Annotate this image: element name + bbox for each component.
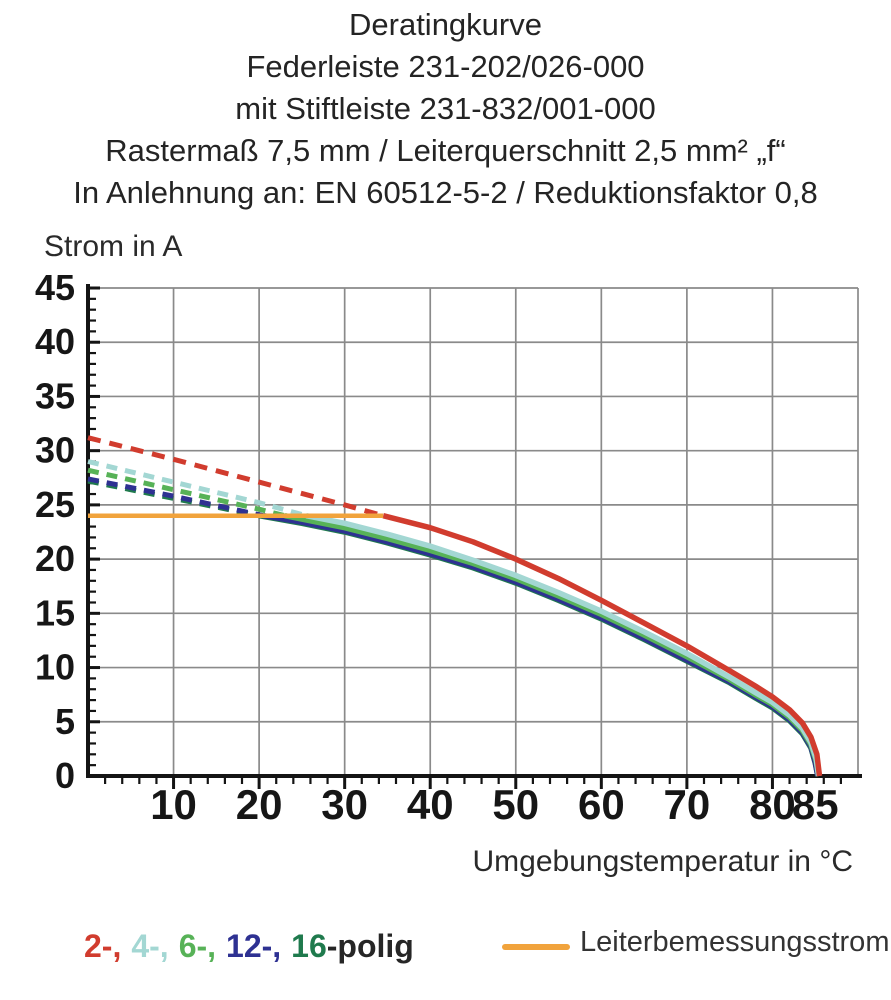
y-tick-label: 0 bbox=[55, 755, 75, 796]
curve-dashed-2-polig bbox=[87, 435, 384, 519]
y-tick-label: 20 bbox=[35, 538, 75, 579]
curve-solid-6-polig bbox=[284, 513, 822, 777]
x-tick-label: 60 bbox=[578, 781, 625, 828]
title-line-3: mit Stiftleiste 231-832/001-000 bbox=[235, 91, 656, 126]
x-axis-title: Umgebungstemperatur in °C bbox=[472, 845, 853, 878]
x-tick-label: 50 bbox=[492, 781, 539, 828]
gridlines bbox=[88, 287, 859, 776]
y-tick-label: 5 bbox=[55, 701, 75, 742]
series-4-polig bbox=[87, 459, 822, 777]
rated-current-label: Leiterbemessungsstrom bbox=[580, 926, 890, 958]
y-tick-label: 30 bbox=[35, 430, 75, 471]
y-tick-label: 35 bbox=[35, 375, 75, 416]
title-line-2: Federleiste 231-202/026-000 bbox=[246, 49, 645, 84]
rated-current-swatch-line bbox=[502, 944, 570, 950]
legend: 2-, 4-, 6-, 12-, 16-polig Leiterbemessungsst… bbox=[0, 926, 891, 974]
curve-dashed-6-polig bbox=[87, 467, 286, 519]
title-line-5: In Anlehnung an: EN 60512-5-2 / Reduktio… bbox=[73, 175, 818, 210]
title-line-4: Rastermaß 7,5 mm / Leiterquerschnitt 2,5… bbox=[105, 133, 786, 168]
legend-pole-token: 2-, bbox=[84, 928, 122, 964]
curve-solid-4-polig bbox=[305, 513, 822, 777]
x-tick-label: 80 bbox=[749, 781, 796, 828]
x-tick-label: 30 bbox=[321, 781, 368, 828]
curve-dashed-12-polig bbox=[87, 476, 264, 519]
series-12-polig bbox=[87, 476, 821, 777]
y-tick-label: 45 bbox=[35, 267, 75, 308]
curve-dashed-4-polig bbox=[87, 459, 307, 519]
series-2-polig bbox=[87, 435, 823, 777]
y-axis-title: Strom in A bbox=[44, 230, 183, 263]
curve-solid-16-polig bbox=[258, 512, 821, 777]
x-tick-label: 40 bbox=[407, 781, 454, 828]
y-tick-label: 40 bbox=[35, 321, 75, 362]
legend-pole-token: 4-, bbox=[131, 928, 169, 964]
legend-pole-token: 16 bbox=[291, 928, 327, 964]
y-tick-label: 15 bbox=[35, 592, 75, 633]
x-tick-label: 10 bbox=[150, 781, 197, 828]
legend-pole-token: 12-, bbox=[226, 928, 282, 964]
legend-pole-token: -polig bbox=[326, 928, 414, 964]
curve-solid-2-polig bbox=[382, 513, 823, 777]
x-tick-label: 70 bbox=[664, 781, 711, 828]
series-16-polig bbox=[87, 478, 821, 777]
x-tick-label: 20 bbox=[236, 781, 283, 828]
x-tick-label: 85 bbox=[792, 781, 839, 828]
legend-pole-token: 6-, bbox=[178, 928, 217, 964]
chart-title-block: Deratingkurve Federleiste 231-202/026-00… bbox=[0, 4, 891, 214]
y-tick-label: 25 bbox=[35, 484, 75, 525]
title-line-1: Deratingkurve bbox=[349, 7, 542, 42]
curve-solid-12-polig bbox=[262, 512, 821, 777]
legend-pole-counts: 2-, 4-, 6-, 12-, 16-polig bbox=[84, 928, 414, 965]
y-tick-label: 10 bbox=[35, 647, 75, 688]
